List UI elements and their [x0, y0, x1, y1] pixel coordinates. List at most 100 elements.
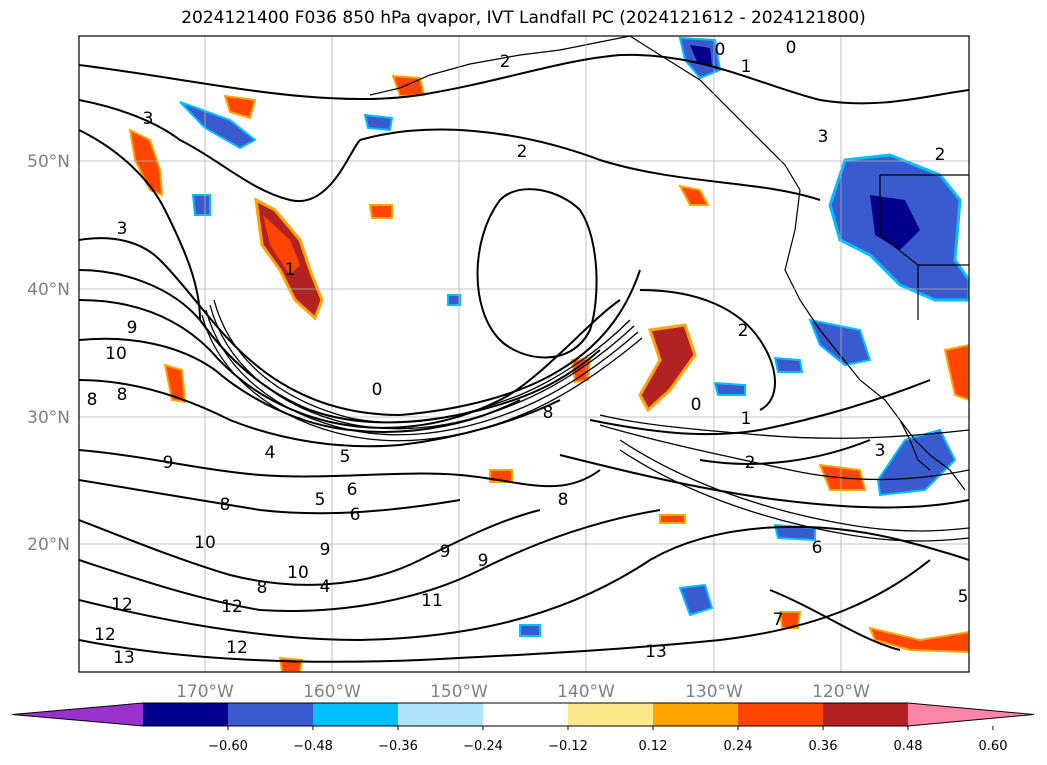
contour-line [79, 559, 931, 663]
contour-line [599, 414, 969, 439]
contour-label: 8 [257, 578, 268, 598]
shade-patch [278, 656, 304, 672]
shade-patch [808, 318, 872, 367]
shade-patch [179, 101, 257, 150]
lon-label: 150°W [430, 682, 488, 702]
colorbar-tick-label: −0.24 [463, 739, 503, 754]
contour-line [79, 99, 361, 203]
lon-label: 160°W [303, 682, 361, 702]
contour-label: 8 [220, 495, 231, 515]
contour-label: 1 [741, 57, 752, 77]
contour-label: 12 [221, 597, 243, 617]
contour-label: 6 [812, 538, 823, 558]
contour-line [201, 314, 643, 442]
colorbar-tick-label: −0.12 [548, 739, 588, 754]
state-border [879, 175, 919, 320]
contour-label: 9 [440, 542, 451, 562]
contour-line [699, 439, 871, 465]
contour-line [476, 188, 598, 359]
shade-patch [447, 294, 461, 306]
contour-label: 13 [113, 648, 135, 668]
shade-patch [638, 323, 697, 413]
colorbar-border [11, 702, 1035, 727]
shade-patch [368, 204, 393, 219]
contour-label: 2 [517, 142, 528, 162]
contour-line [599, 424, 969, 481]
lat-label: 40°N [27, 280, 70, 300]
contour-label: 12 [94, 625, 116, 645]
shade-patch [678, 184, 710, 206]
shade-patch [713, 381, 746, 396]
colorbar-tick-label: −0.60 [208, 739, 248, 754]
contour-label: 5 [958, 587, 969, 607]
contour-label: 3 [875, 441, 886, 461]
contour-line [79, 129, 201, 321]
colorbar-cell [483, 703, 568, 726]
contour-label: 13 [645, 642, 667, 662]
contour-line [559, 454, 969, 509]
contour-line [79, 237, 641, 417]
contour-label: 9 [127, 318, 138, 338]
figure-title: 2024121400 F036 850 hPa qvapor, IVT Land… [181, 8, 866, 28]
ivt-contours [79, 53, 969, 663]
contour-label: 2 [745, 453, 756, 473]
colorbar-cell [143, 703, 228, 726]
colorbar-cells [11, 702, 1035, 727]
contour-label: 8 [558, 490, 569, 510]
contour-label: 10 [287, 563, 309, 583]
contour-label: 9 [163, 453, 174, 473]
coastline-alaska [369, 36, 631, 96]
contour-label: 8 [87, 390, 98, 410]
contour-line [79, 509, 661, 612]
lat-label: 20°N [27, 535, 70, 555]
contour-line [619, 439, 969, 532]
contour-line [213, 299, 631, 424]
colorbar-cell [653, 703, 738, 726]
lon-label: 140°W [557, 682, 615, 702]
shade-patch [191, 194, 211, 216]
contour-label: 7 [773, 610, 784, 630]
contour-line [209, 304, 635, 430]
colorbar-ticks: −0.60 −0.48 −0.36 −0.24 −0.12 0.12 0.24 0.36 0.4… [208, 726, 1007, 754]
contour-line [79, 479, 461, 515]
contour-line [769, 589, 901, 651]
map-area: 3 2 0 1 0 2 3 1 9 10 8 8 0 8 4 5 5 6 9 8… [79, 36, 969, 672]
colorbar-tick-label: 0.36 [809, 739, 838, 754]
lon-label: 170°W [176, 682, 234, 702]
colorbar-tick-label: 0.12 [639, 739, 668, 754]
lat-label: 30°N [27, 408, 70, 428]
map-frame [78, 35, 970, 673]
coastline-baja [899, 419, 931, 471]
colorbar-tick-label: 0.24 [724, 739, 753, 754]
colorbar-extension-low [12, 703, 148, 726]
contour-line [79, 449, 601, 488]
contour-line [205, 309, 639, 436]
colorbar-extension-high [908, 703, 1034, 726]
longitude-labels: 170°W 160°W 150°W 140°W 130°W 120°W [176, 682, 870, 702]
contour-line [589, 379, 931, 436]
contour-label: 0 [786, 38, 797, 58]
contour-label: 12 [226, 638, 248, 658]
latitude-labels: 50°N 40°N 30°N 20°N [27, 152, 70, 555]
colorbar-cell [738, 703, 823, 726]
coastline-north-america [629, 36, 966, 491]
shade-patch [678, 583, 714, 617]
shade-patch [519, 624, 541, 637]
contour-label: 5 [340, 447, 351, 467]
shade-patch [659, 514, 686, 524]
contour-label: 10 [105, 344, 127, 364]
coastlines [369, 36, 969, 491]
contour-label: 0 [715, 40, 726, 60]
contour-label: 8 [117, 385, 128, 405]
shade-patch [223, 94, 257, 120]
shade-patch [778, 611, 802, 629]
contour-label: 4 [320, 577, 331, 597]
contour-label: 3 [818, 127, 829, 147]
contour-line [79, 509, 541, 586]
contour-label: 12 [111, 595, 133, 615]
contour-line [79, 269, 601, 424]
lat-label: 50°N [27, 152, 70, 172]
shade-patch [943, 343, 969, 402]
contour-line [619, 449, 969, 542]
